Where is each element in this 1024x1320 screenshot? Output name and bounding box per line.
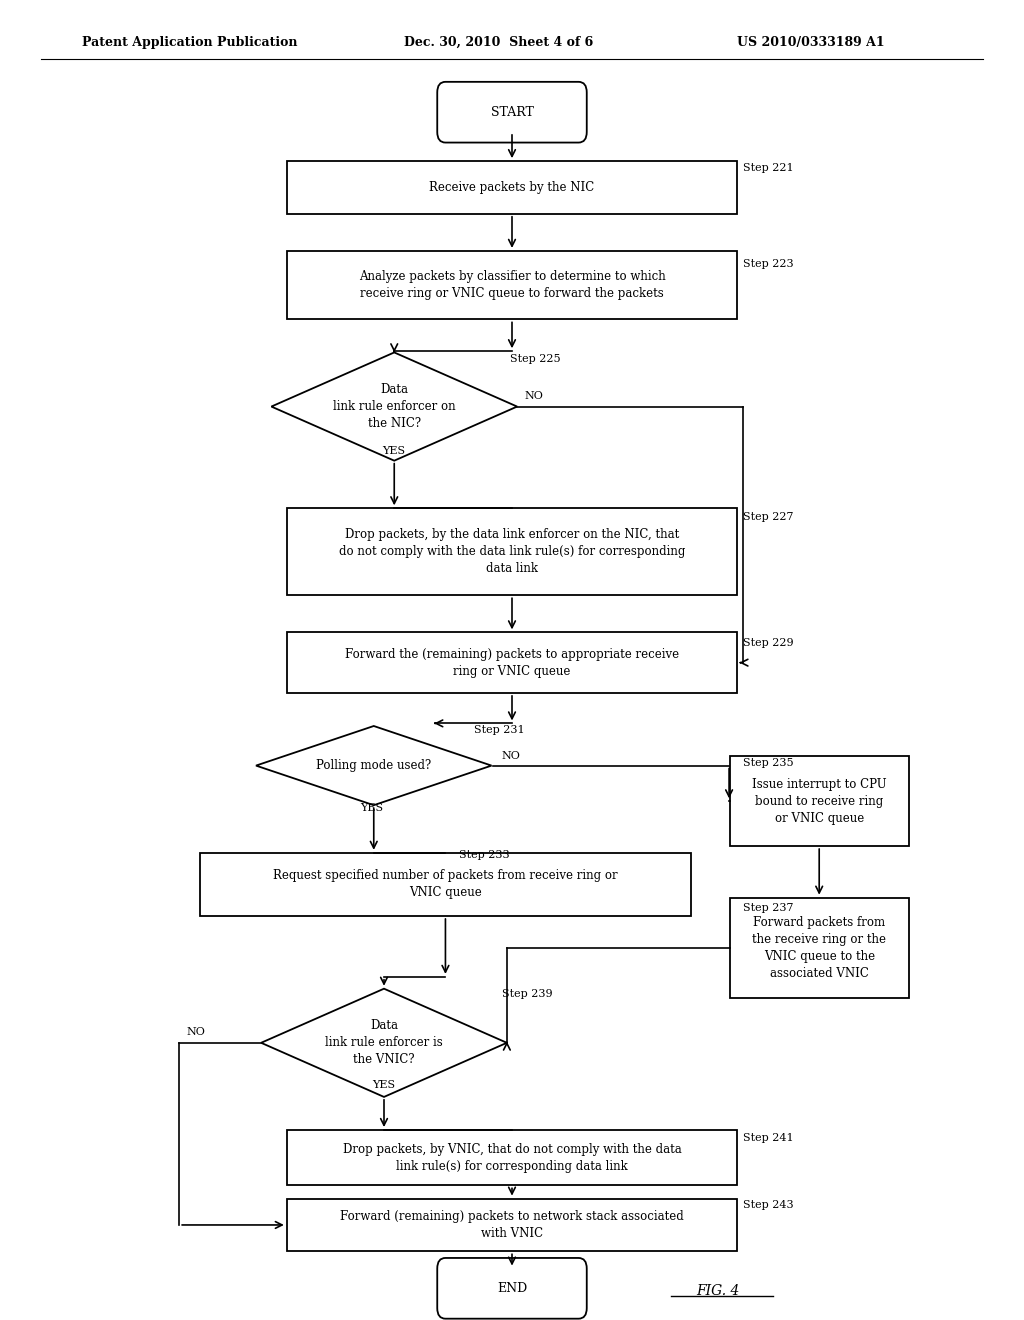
Text: US 2010/0333189 A1: US 2010/0333189 A1 (737, 36, 885, 49)
Text: Step 231: Step 231 (474, 725, 524, 735)
FancyBboxPatch shape (437, 82, 587, 143)
Bar (287, 161, 737, 214)
Bar (729, 898, 909, 998)
Text: Polling mode used?: Polling mode used? (316, 759, 431, 772)
FancyBboxPatch shape (437, 1258, 587, 1319)
Text: START: START (490, 106, 534, 119)
Bar (287, 632, 737, 693)
Text: Patent Application Publication: Patent Application Publication (82, 36, 297, 49)
Polygon shape (256, 726, 492, 805)
Text: FIG. 4: FIG. 4 (696, 1284, 739, 1298)
Bar (287, 508, 737, 595)
Text: Step 225: Step 225 (510, 354, 560, 364)
Text: Dec. 30, 2010  Sheet 4 of 6: Dec. 30, 2010 Sheet 4 of 6 (404, 36, 594, 49)
Polygon shape (271, 352, 517, 461)
Text: Issue interrupt to CPU
bound to receive ring
or VNIC queue: Issue interrupt to CPU bound to receive … (752, 777, 887, 825)
Polygon shape (261, 989, 507, 1097)
Text: Step 233: Step 233 (459, 850, 509, 861)
Text: NO: NO (186, 1027, 205, 1038)
Text: NO: NO (502, 751, 520, 762)
Text: END: END (497, 1282, 527, 1295)
Bar (287, 251, 737, 319)
Text: Step 227: Step 227 (743, 512, 794, 523)
Text: YES: YES (372, 1080, 395, 1090)
Bar (200, 853, 691, 916)
Text: Step 221: Step 221 (743, 162, 794, 173)
Text: Receive packets by the NIC: Receive packets by the NIC (429, 181, 595, 194)
Text: Request specified number of packets from receive ring or
VNIC queue: Request specified number of packets from… (273, 870, 617, 899)
Text: NO: NO (524, 391, 543, 401)
Text: Step 235: Step 235 (743, 758, 794, 768)
Text: Step 243: Step 243 (743, 1200, 794, 1210)
Text: Analyze packets by classifier to determine to which
receive ring or VNIC queue t: Analyze packets by classifier to determi… (358, 271, 666, 300)
Text: Step 223: Step 223 (743, 259, 794, 269)
Text: Step 239: Step 239 (502, 989, 552, 999)
Bar (729, 756, 909, 846)
Text: Step 237: Step 237 (743, 903, 794, 913)
Text: Step 241: Step 241 (743, 1133, 794, 1143)
Text: YES: YES (360, 803, 384, 813)
Text: Drop packets, by the data link enforcer on the NIC, that
do not comply with the : Drop packets, by the data link enforcer … (339, 528, 685, 576)
Bar (287, 1130, 737, 1185)
Text: Step 229: Step 229 (743, 638, 794, 648)
Text: Forward (remaining) packets to network stack associated
with VNIC: Forward (remaining) packets to network s… (340, 1210, 684, 1239)
Text: Data
link rule enforcer is
the VNIC?: Data link rule enforcer is the VNIC? (326, 1019, 442, 1067)
Text: Data
link rule enforcer on
the NIC?: Data link rule enforcer on the NIC? (333, 383, 456, 430)
Text: Forward the (remaining) packets to appropriate receive
ring or VNIC queue: Forward the (remaining) packets to appro… (345, 648, 679, 677)
Text: YES: YES (382, 446, 406, 457)
Text: Drop packets, by VNIC, that do not comply with the data
link rule(s) for corresp: Drop packets, by VNIC, that do not compl… (343, 1143, 681, 1172)
Bar (287, 1199, 737, 1251)
Text: Forward packets from
the receive ring or the
VNIC queue to the
associated VNIC: Forward packets from the receive ring or… (753, 916, 886, 979)
